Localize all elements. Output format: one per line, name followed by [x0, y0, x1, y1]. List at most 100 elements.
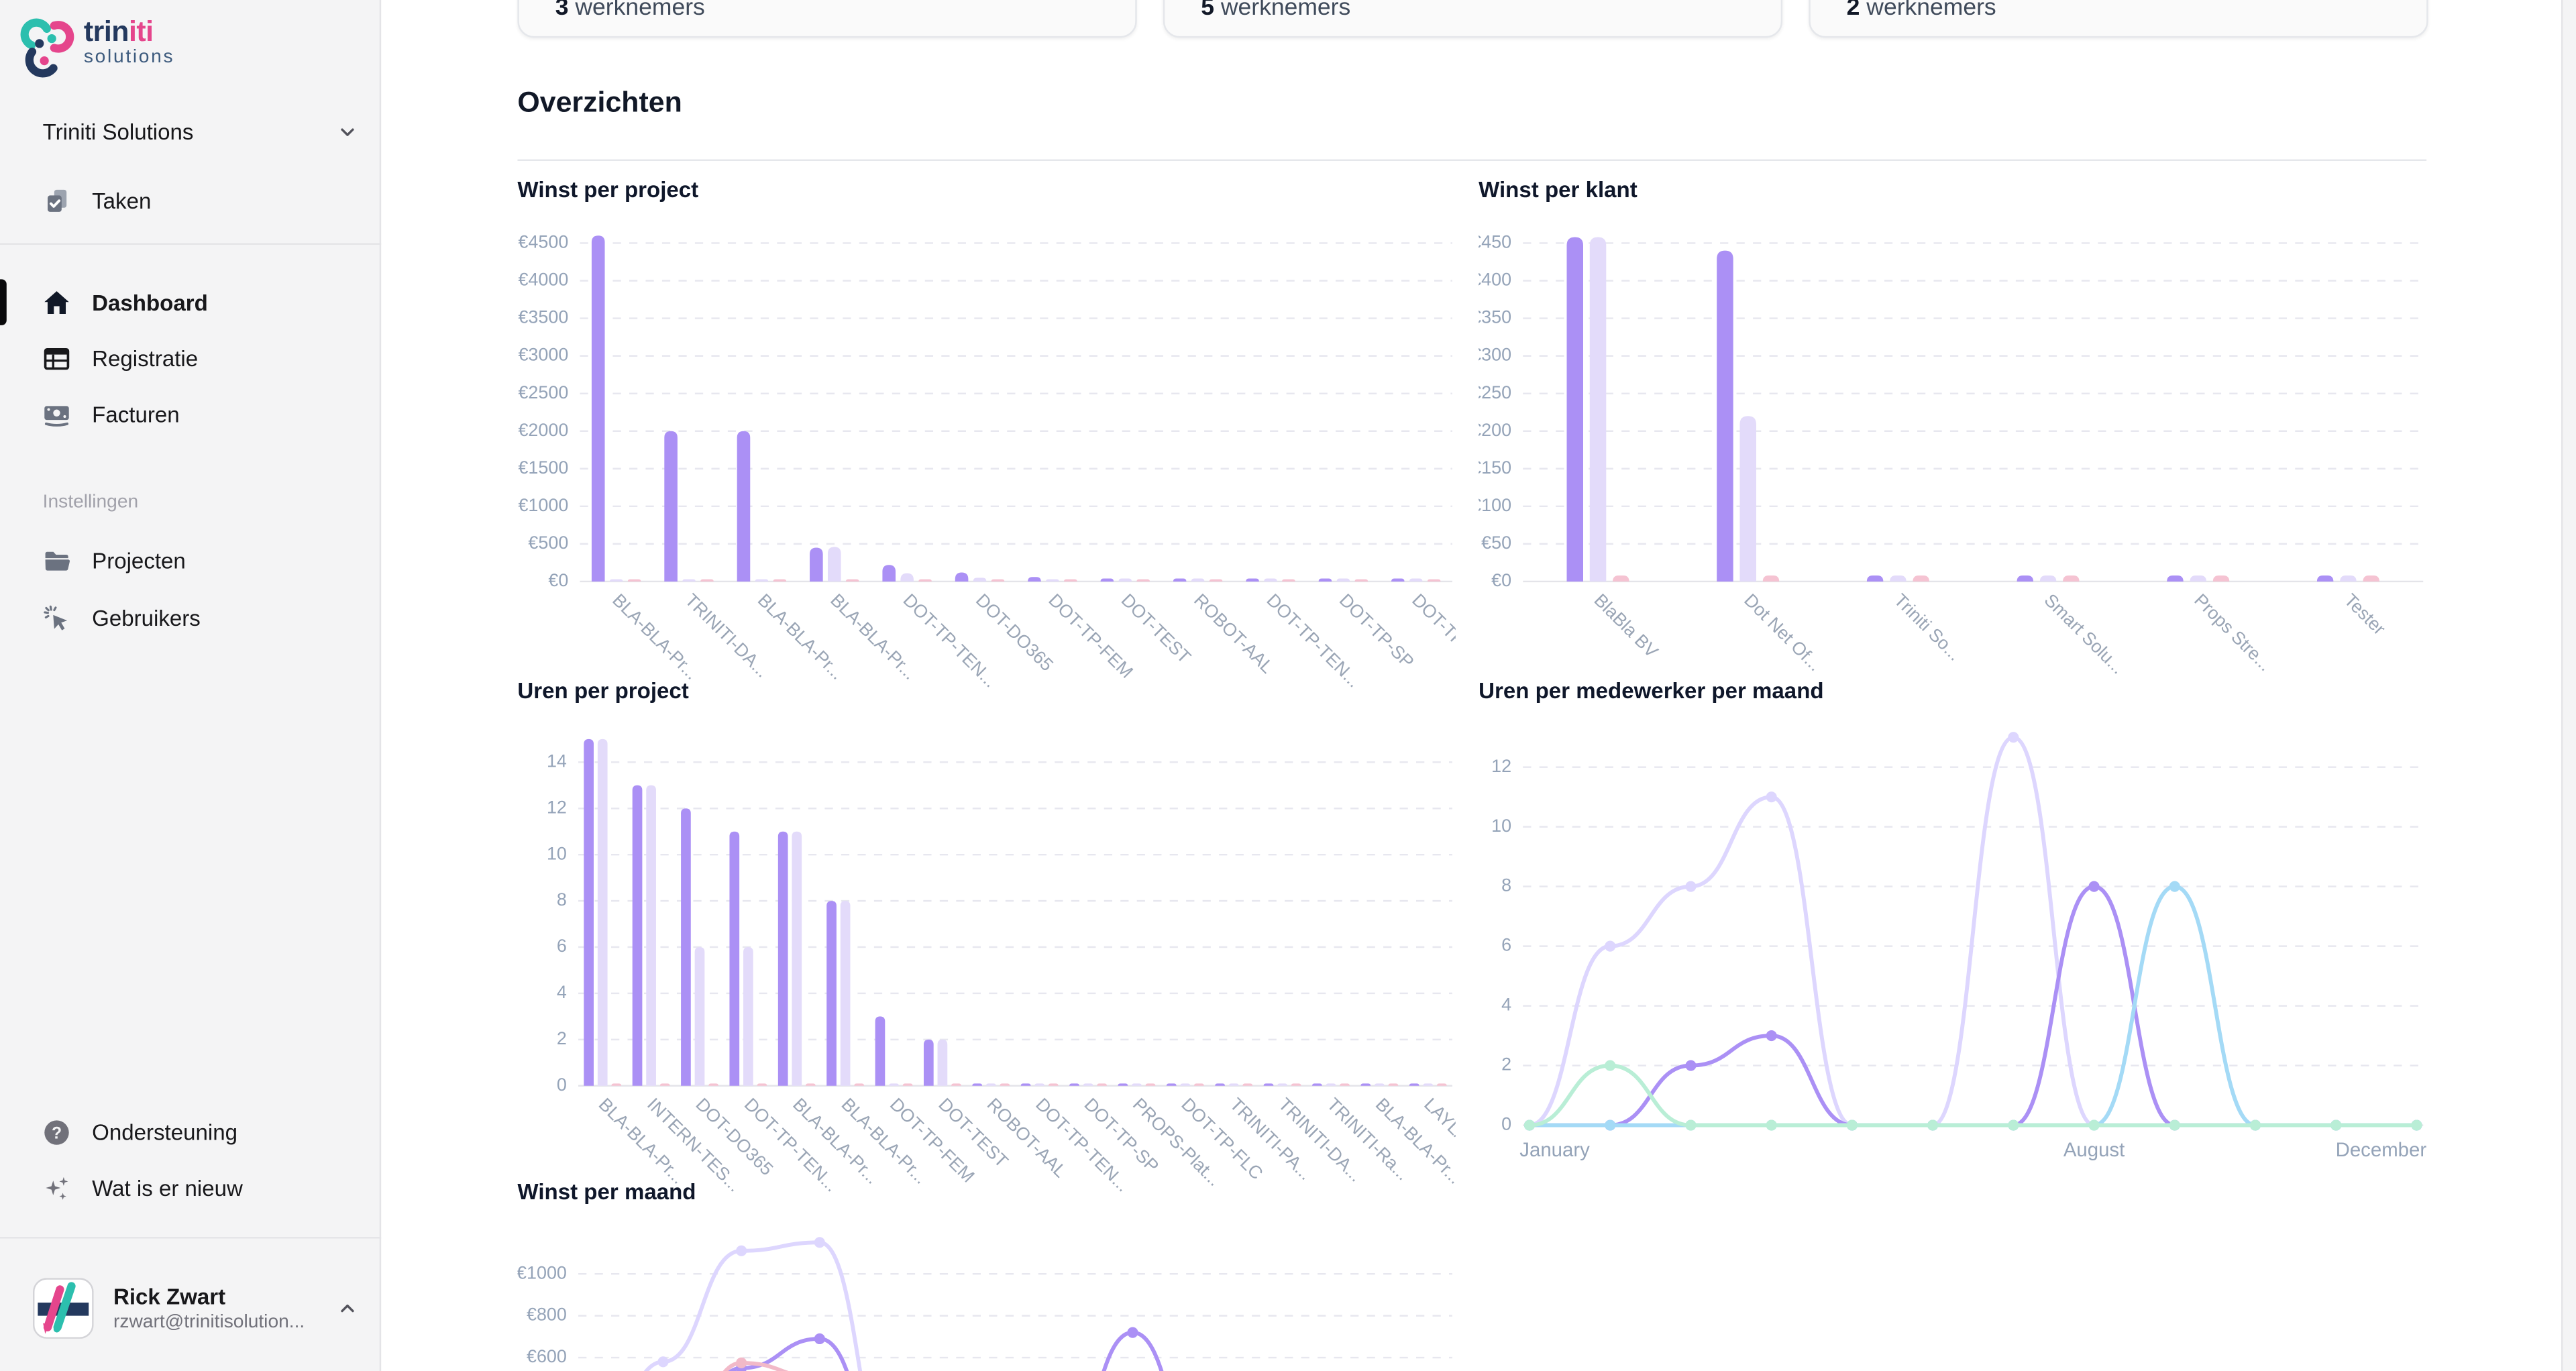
user-info: Rick Zwart rzwart@trinitisolution...	[113, 1284, 317, 1331]
workspace-label: Triniti Solutions	[42, 119, 194, 144]
home-icon	[43, 288, 71, 317]
svg-text:DOT-TP-FLC: DOT-TP-FLC	[1408, 590, 1456, 679]
summary-card-1: 3 werknemers	[517, 0, 1137, 38]
chart-uren-per-project: Uren per project 0 2 4 6 8 10 12 14 BLA-BLA-Pr..…	[517, 675, 1455, 1224]
user-menu[interactable]: Rick Zwart rzwart@trinitisolution...	[0, 1256, 381, 1358]
svg-text:Smart Solu...: Smart Solu...	[2040, 590, 2128, 677]
winst-per-maand-plot: €600 €800 €1000	[517, 1237, 1452, 1371]
chart-winst-per-project: Winst per project €0 €500 €1000 €1500 €2000 €…	[517, 174, 1455, 694]
svg-text:€350: €350	[1479, 307, 1511, 327]
svg-text:January: January	[1519, 1139, 1590, 1161]
svg-text:DOT-TP-SP: DOT-TP-SP	[1336, 590, 1418, 672]
chart-title: Uren per medewerker per maand	[1479, 678, 1824, 704]
sidebar: triniti solutions Triniti Solutions Take…	[0, 0, 382, 1371]
chevron-down-icon	[337, 121, 358, 142]
sidebar-item-dashboard[interactable]: Dashboard	[0, 279, 381, 325]
svg-text:Triniti So...: Triniti So...	[1890, 590, 1965, 664]
uren-per-project-plot: 02468101214BLA-BLA-Pr...INTERN-TES...DOT…	[547, 738, 1456, 1199]
table-icon	[43, 344, 71, 372]
sidebar-item-projecten[interactable]: Projecten	[0, 537, 381, 584]
user-email: rzwart@trinitisolution...	[113, 1311, 305, 1331]
sidebar-item-ondersteuning[interactable]: ? Ondersteuning	[0, 1109, 381, 1155]
sidebar-item-label: Ondersteuning	[92, 1119, 238, 1144]
user-name: Rick Zwart	[113, 1283, 226, 1309]
summary-card-text: 3 werknemers	[555, 0, 705, 21]
svg-text:4: 4	[557, 982, 567, 1002]
svg-text:€500: €500	[528, 533, 568, 553]
sidebar-item-taken[interactable]: Taken	[0, 177, 381, 223]
svg-text:BLA-BLA-Pr...: BLA-BLA-Pr...	[838, 1094, 932, 1188]
svg-text:€250: €250	[1479, 382, 1511, 402]
svg-text:10: 10	[1491, 816, 1511, 836]
svg-text:8: 8	[557, 889, 567, 910]
chart-title: Winst per klant	[1479, 177, 1638, 203]
svg-text:6: 6	[557, 936, 567, 956]
svg-text:€800: €800	[527, 1305, 567, 1325]
svg-text:€4000: €4000	[518, 270, 568, 290]
svg-text:2: 2	[557, 1028, 567, 1048]
chart-title: Uren per project	[517, 678, 689, 704]
sidebar-item-label: Projecten	[92, 547, 186, 573]
sidebar-divider	[0, 1237, 382, 1239]
summary-card-2: 5 werknemers	[1163, 0, 1783, 38]
sidebar-item-label: Registratie	[92, 345, 199, 371]
svg-text:€0: €0	[548, 570, 568, 590]
svg-text:6: 6	[1501, 935, 1511, 955]
chart-title: Winst per maand	[517, 1179, 696, 1205]
svg-text:€2000: €2000	[518, 420, 568, 440]
summary-card-text: 2 werknemers	[1846, 0, 1996, 21]
avatar	[32, 1277, 94, 1338]
svg-text:€450: €450	[1479, 232, 1511, 252]
svg-text:0: 0	[1501, 1114, 1511, 1134]
svg-text:€4500: €4500	[518, 232, 568, 252]
page-title: Overzichten	[517, 85, 682, 119]
scrollbar-track[interactable]	[2561, 0, 2576, 1371]
svg-text:DOT-TP-FEM: DOT-TP-FEM	[886, 1094, 979, 1187]
svg-text:?: ?	[52, 1123, 62, 1142]
sidebar-item-wat-is-er-nieuw[interactable]: Wat is er nieuw	[0, 1164, 381, 1211]
sidebar-item-gebruikers[interactable]: Gebruikers	[0, 595, 381, 641]
svg-text:€1000: €1000	[518, 495, 568, 515]
sidebar-item-label: Facturen	[92, 401, 180, 427]
svg-text:Props Stre...: Props Stre...	[2190, 590, 2275, 675]
sidebar-item-facturen[interactable]: Facturen	[0, 391, 381, 437]
svg-text:€600: €600	[527, 1346, 567, 1366]
workspace-switcher[interactable]: Triniti Solutions	[0, 109, 381, 155]
svg-text:€0: €0	[1491, 570, 1511, 590]
cursor-click-icon	[43, 604, 71, 632]
svg-text:12: 12	[1491, 756, 1511, 776]
svg-text:€50: €50	[1481, 533, 1511, 553]
svg-text:DOT-TEST: DOT-TEST	[1118, 590, 1195, 667]
svg-text:€150: €150	[1479, 457, 1511, 478]
svg-text:BLA-BLA-Pr...: BLA-BLA-Pr...	[789, 1094, 883, 1188]
svg-text:€1000: €1000	[517, 1262, 566, 1282]
folder-icon	[43, 546, 71, 574]
svg-text:8: 8	[1501, 875, 1511, 895]
chart-winst-per-maand: Winst per maand €600 €800 €1000	[517, 1176, 1455, 1371]
tasks-icon	[43, 186, 71, 215]
svg-text:€100: €100	[1479, 495, 1511, 515]
brand-logo-icon	[19, 18, 78, 80]
brand-logo: triniti solutions	[19, 17, 174, 80]
main-content: 3 werknemers 5 werknemers 2 werknemers O…	[382, 0, 2576, 1371]
svg-text:€1500: €1500	[518, 457, 568, 478]
svg-text:August: August	[2063, 1139, 2125, 1161]
svg-text:10: 10	[547, 843, 567, 863]
svg-text:4: 4	[1501, 995, 1511, 1015]
winst-per-project-plot: €0 €500 €1000 €1500 €2000 €2500 €3000 €3500 €400…	[518, 232, 1456, 690]
summary-card-text: 5 werknemers	[1201, 0, 1351, 21]
svg-text:BlaBla BV: BlaBla BV	[1590, 590, 1662, 661]
svg-text:€400: €400	[1479, 270, 1511, 290]
winst-per-klant-plot: €0 €50 €100 €150 €200 €250 €300 €350 €400 €450 Bla…	[1479, 232, 2424, 678]
sidebar-section-instellingen: Instellingen	[42, 492, 139, 513]
svg-text:Tester: Tester	[2341, 590, 2390, 639]
sidebar-item-registratie[interactable]: Registratie	[0, 335, 381, 382]
svg-text:0: 0	[557, 1075, 567, 1095]
svg-text:€3000: €3000	[518, 345, 568, 365]
sidebar-item-label: Wat is er nieuw	[92, 1175, 243, 1200]
chart-title: Winst per project	[517, 177, 699, 203]
sparkles-icon	[43, 1174, 71, 1202]
sidebar-item-label: Gebruikers	[92, 605, 201, 630]
chart-uren-per-medewerker: Uren per medewerker per maand 0 2 4 6 8 10 12 J…	[1479, 675, 2426, 1172]
